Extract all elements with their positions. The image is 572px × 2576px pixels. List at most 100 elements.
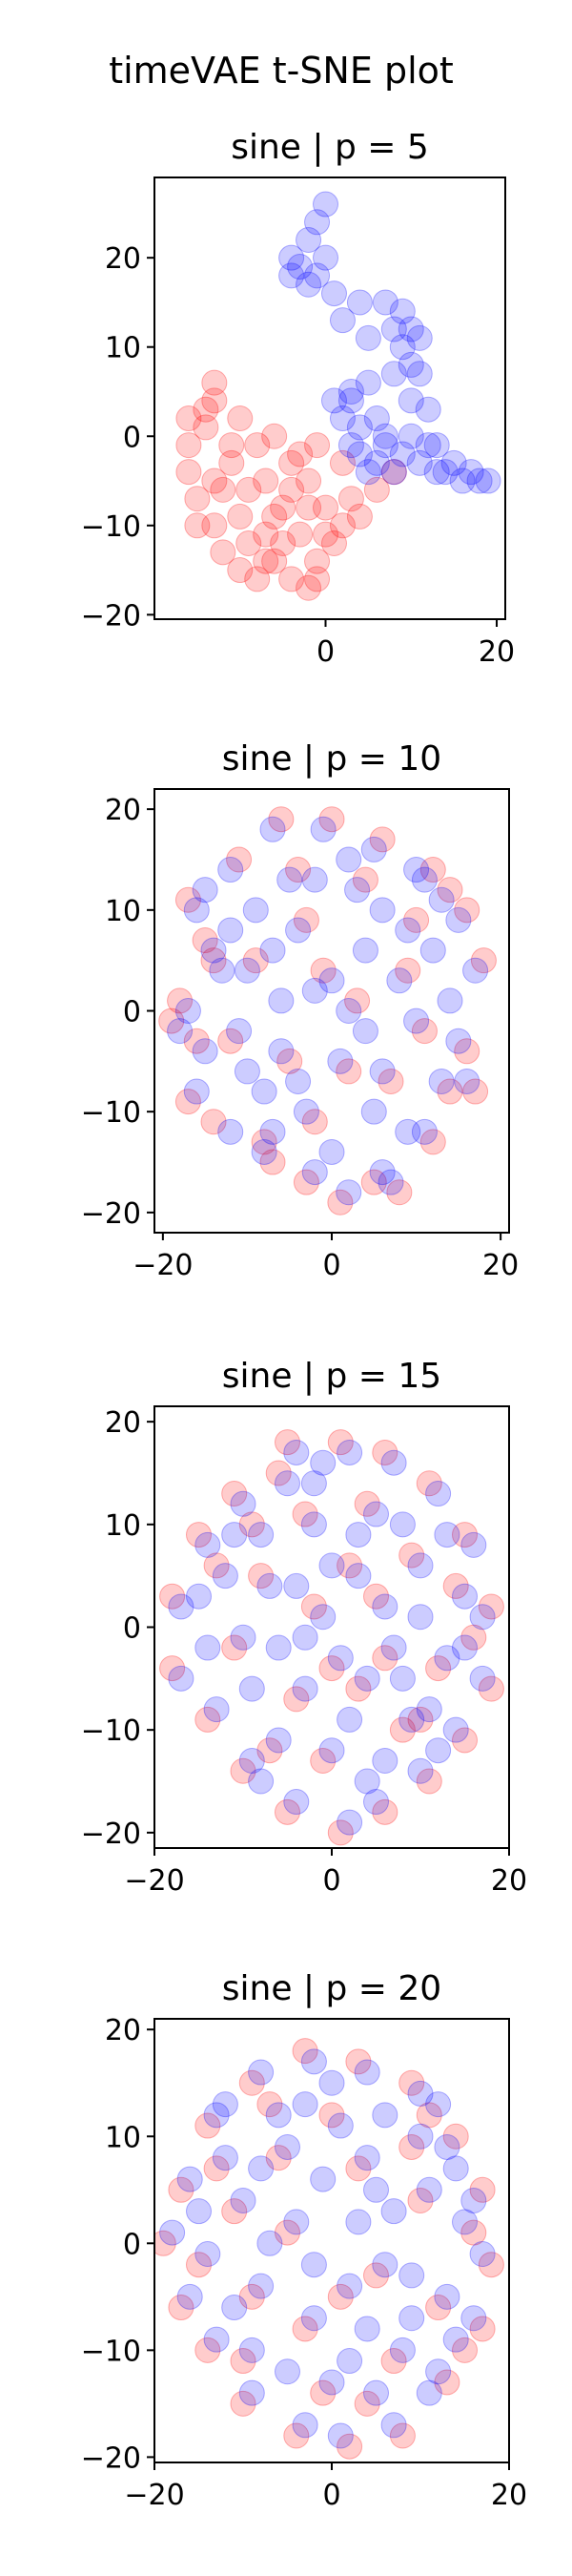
scatter-point-blue: [234, 1058, 260, 1085]
scatter-point-blue: [346, 441, 373, 467]
scatter-point-blue: [238, 1675, 265, 1702]
scatter-point-red: [363, 1583, 389, 1610]
scatter-point-red: [478, 2252, 504, 2278]
scatter-point-red: [167, 987, 194, 1014]
scatter-point-red: [372, 1439, 398, 1465]
scatter-point-blue: [248, 2155, 275, 2182]
axes-frame: [153, 1405, 510, 1849]
scatter-point-blue: [363, 449, 390, 476]
scatter-point-blue: [300, 2305, 327, 2332]
scatter-point-red: [372, 1798, 398, 1825]
scatter-point-red: [304, 548, 331, 574]
scatter-point-red: [253, 467, 279, 494]
scatter-point-red: [329, 512, 356, 539]
scatter-point-blue: [318, 1737, 345, 1764]
scatter-point-blue: [320, 387, 347, 414]
scatter-point-blue: [449, 467, 476, 494]
scatter-point-red: [293, 906, 319, 933]
scatter-point-red: [345, 1675, 372, 1702]
scatter-point-red: [454, 1038, 480, 1065]
scatter-point-blue: [372, 1593, 398, 1620]
scatter-point-red: [158, 1008, 185, 1034]
scatter-point-blue: [300, 2048, 327, 2075]
scatter-point-blue: [268, 1038, 295, 1065]
scatter-point-red: [378, 1068, 404, 1094]
scatter-point-blue: [398, 351, 424, 378]
scatter-point-red: [300, 1593, 327, 1620]
scatter-point-blue: [445, 906, 472, 933]
scatter-point-blue: [268, 987, 295, 1014]
scatter-point-red: [310, 2379, 337, 2406]
scatter-point-red: [304, 566, 331, 592]
scatter-point-blue: [192, 1038, 218, 1065]
scatter-point-blue: [372, 2252, 398, 2278]
scatter-point-red: [184, 486, 211, 512]
scatter-point-red: [296, 494, 322, 521]
scatter-point-blue: [300, 1470, 327, 1497]
y-tick-label: −10: [81, 1714, 141, 1748]
scatter-point-red: [313, 494, 339, 521]
scatter-point-blue: [285, 917, 312, 944]
scatter-point-blue: [318, 2069, 345, 2096]
scatter-point-blue: [337, 1706, 363, 1733]
scatter-point-blue: [221, 2295, 248, 2321]
scatter-point-blue: [452, 1583, 478, 1610]
scatter-point-red: [193, 396, 219, 423]
scatter-point-blue: [363, 1789, 389, 1816]
scatter-point-blue: [407, 2080, 434, 2107]
scatter-point-red: [265, 1460, 292, 1486]
scatter-point-red: [183, 1028, 210, 1054]
scatter-point-red: [227, 405, 254, 432]
scatter-point-blue: [442, 2155, 469, 2182]
scatter-point-blue: [403, 857, 430, 883]
scatter-point-blue: [159, 2219, 186, 2246]
scatter-point-red: [452, 2337, 478, 2363]
scatter-point-red: [221, 1634, 248, 1661]
scatter-point-blue: [310, 816, 337, 842]
scatter-point-red: [411, 1018, 438, 1045]
scatter-point-red: [283, 1686, 310, 1713]
scatter-point-blue: [469, 1665, 496, 1692]
scatter-point-red: [386, 1179, 413, 1206]
scatter-point-blue: [372, 2102, 398, 2129]
scatter-point-blue: [386, 967, 413, 994]
scatter-point-red: [292, 2316, 318, 2342]
scatter-point-blue: [203, 2102, 230, 2129]
scatter-point-blue: [238, 2379, 265, 2406]
scatter-point-red: [276, 1048, 303, 1074]
scatter-point-red: [259, 1149, 286, 1175]
scatter-point-blue: [372, 1747, 398, 1774]
scatter-point-blue: [432, 459, 459, 486]
scatter-point-blue: [292, 2412, 318, 2439]
scatter-point-red: [244, 566, 271, 592]
y-tick-label: 20: [105, 242, 141, 276]
scatter-point-blue: [221, 1522, 248, 1548]
scatter-point-blue: [345, 1563, 372, 1589]
scatter-point-red: [256, 1737, 283, 1764]
scatter-point-blue: [355, 324, 381, 351]
scatter-point-red: [221, 2198, 248, 2225]
scatter-point-blue: [337, 432, 364, 459]
scatter-point-red: [238, 2283, 265, 2310]
scatter-point-blue: [248, 1768, 275, 1795]
scatter-point-blue: [363, 2176, 389, 2203]
scatter-point-red: [159, 1583, 186, 1610]
scatter-point-red: [285, 857, 312, 883]
scatter-point-blue: [301, 866, 328, 893]
scatter-point-red: [261, 423, 288, 449]
scatter-point-blue: [283, 2209, 310, 2235]
scatter-point-red: [301, 1109, 328, 1135]
scatter-point-blue: [275, 2133, 300, 2160]
x-tick-label: −20: [124, 2479, 184, 2512]
y-tick-label: 0: [123, 1612, 141, 1646]
scatter-point-blue: [354, 2145, 380, 2171]
scatter-point-red: [320, 530, 347, 556]
scatter-point-blue: [329, 307, 356, 334]
x-tick-label: 0: [317, 635, 335, 669]
scatter-point-red: [416, 1470, 442, 1497]
scatter-point-red: [210, 476, 236, 503]
scatter-point-red: [452, 1727, 478, 1754]
scatter-point-red: [425, 2295, 452, 2321]
scatter-point-blue: [395, 917, 421, 944]
scatter-point-blue: [265, 1727, 292, 1754]
